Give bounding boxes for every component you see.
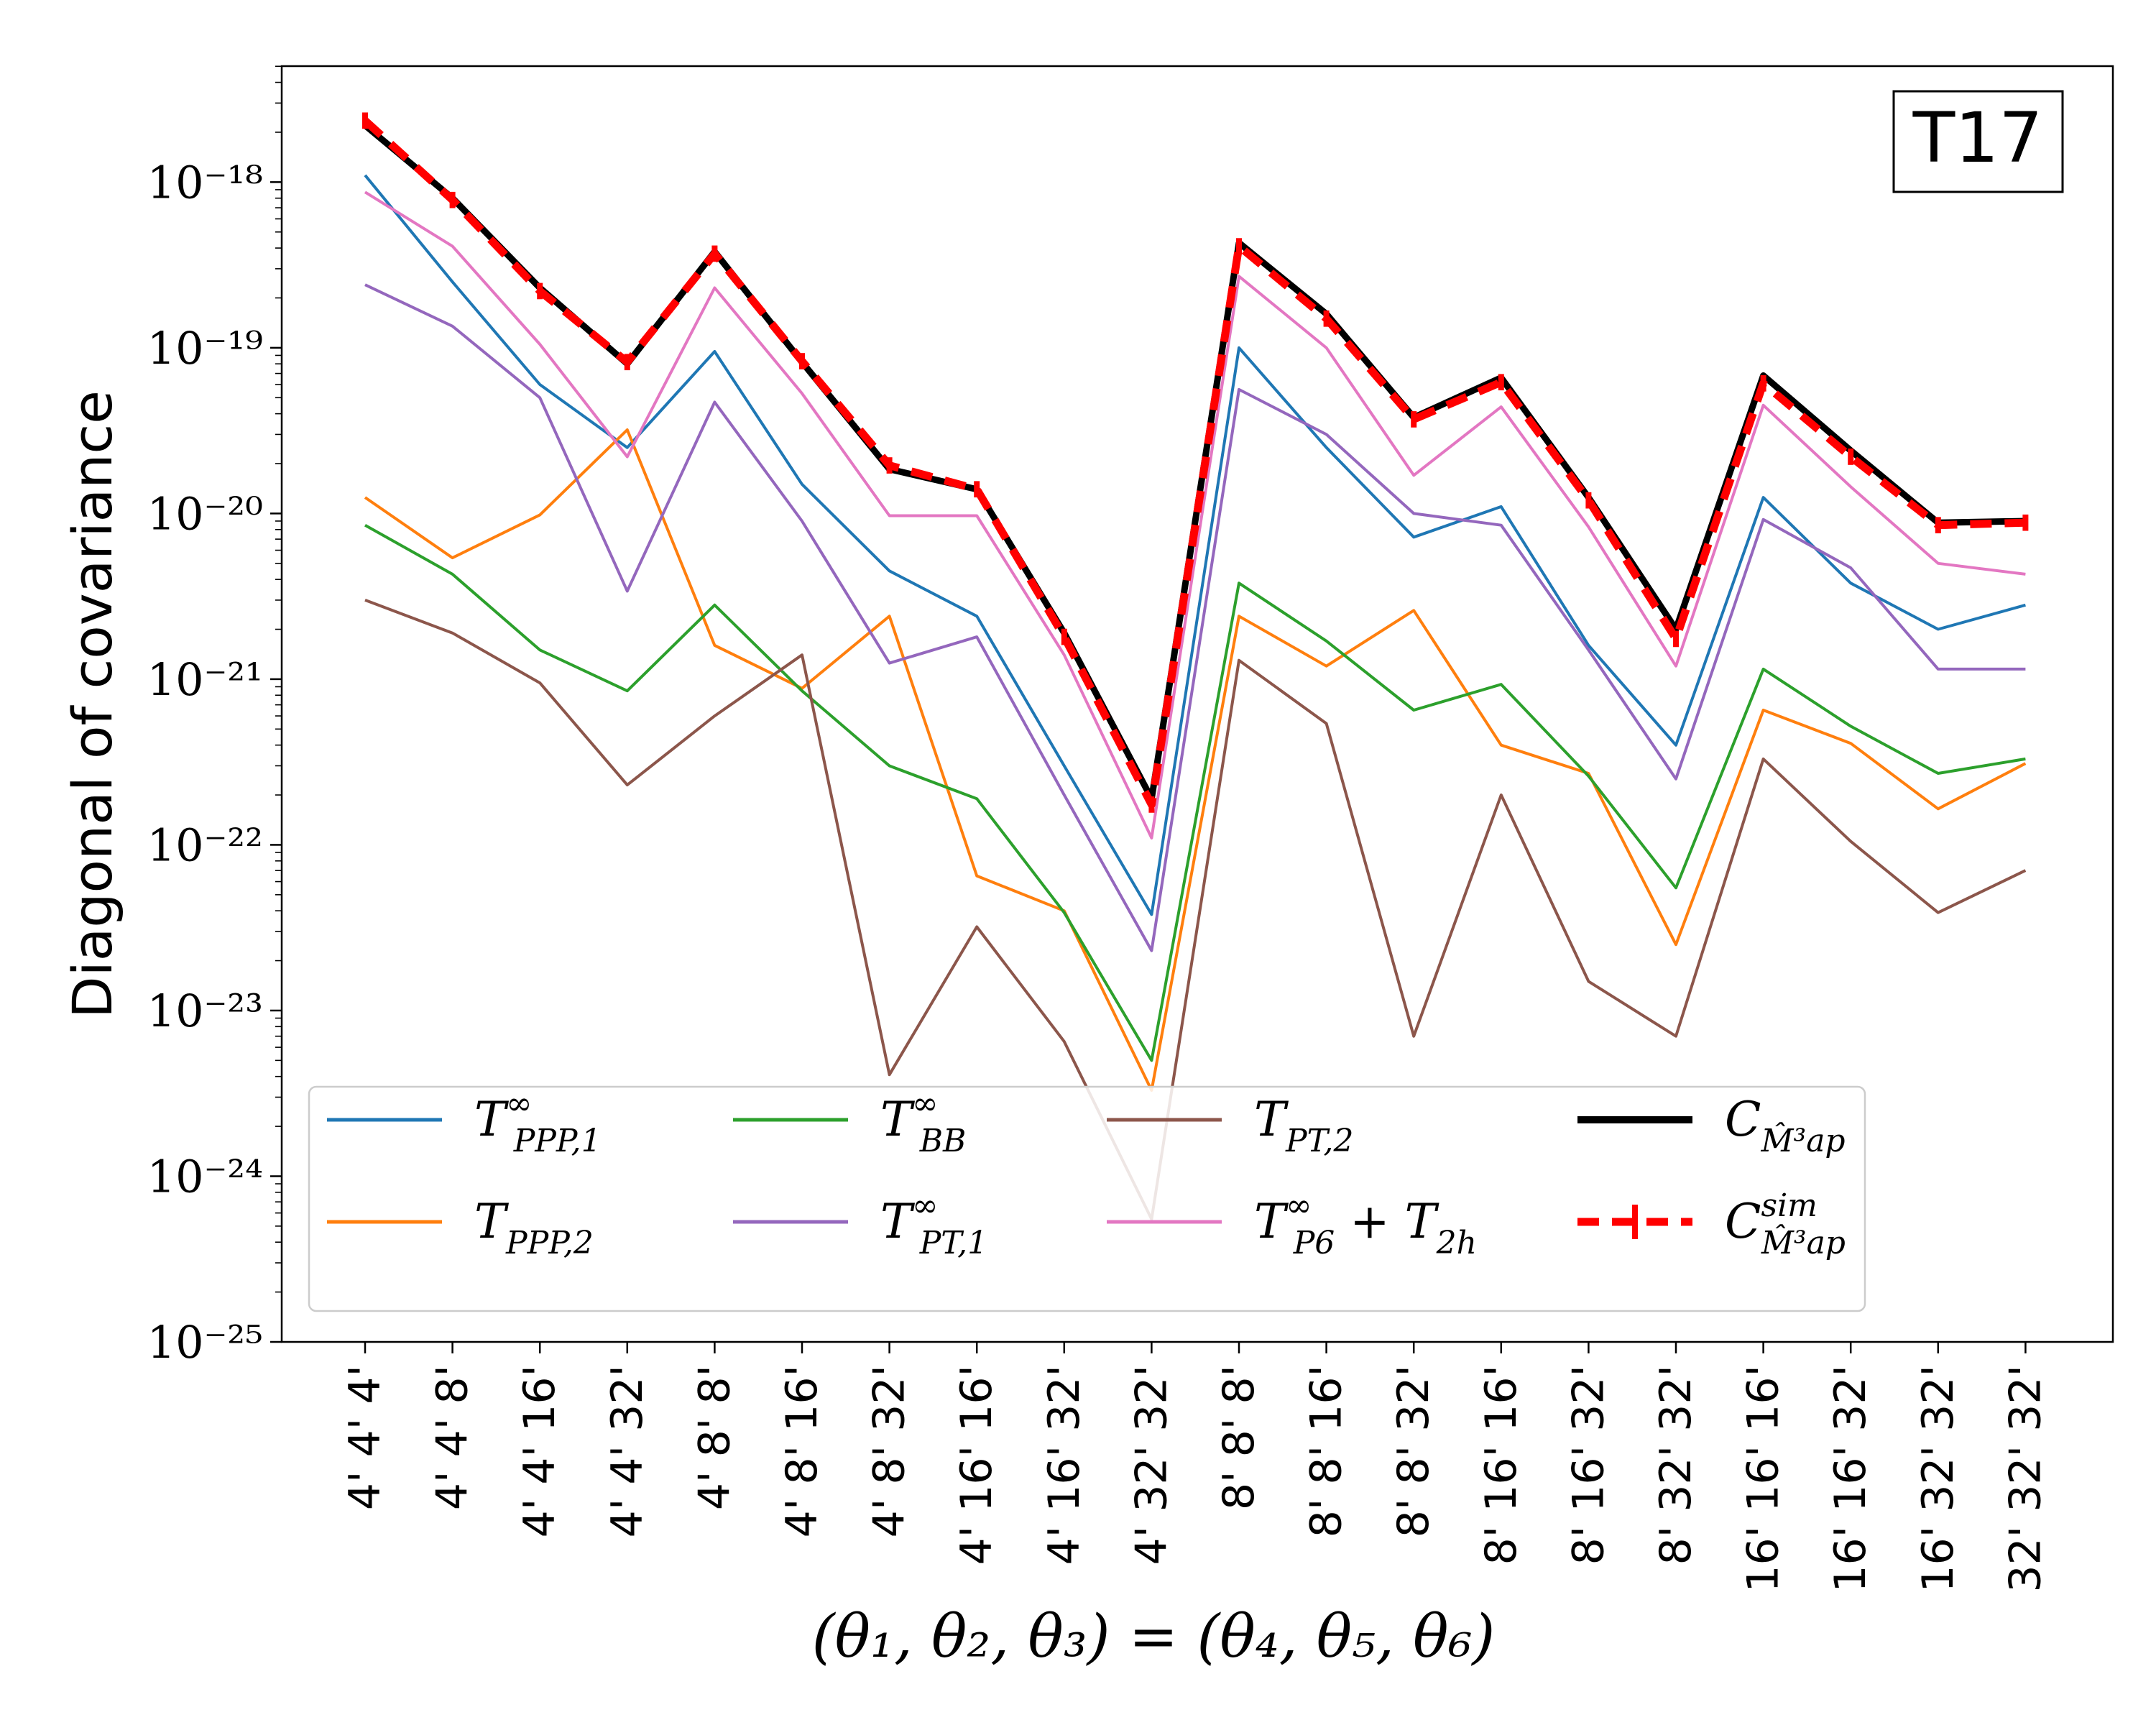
y-tick-label: 10⁻¹⁸ [147, 156, 263, 208]
series-line-tp6 [364, 190, 2026, 840]
legend-label-tpt1: T∞ PT,1 [880, 1187, 987, 1261]
series-line-csim [362, 117, 2026, 809]
x-axis-label: (θ₁, θ₂, θ₃) = (θ₄, θ₅, θ₆) [812, 1603, 1496, 1671]
x-tick-label: 8' 8' 32' [1388, 1365, 1439, 1537]
legend: T∞ PPP,1 TPPP,2 T∞ BB T∞ PT,1 TPT,2 T∞ P6 + T2h CM… [308, 1085, 1866, 1312]
x-tick-label: 4' 8' 32' [865, 1365, 915, 1537]
legend-label-tppp2: TPPP,2 [474, 1194, 594, 1261]
x-tick-label: 4' 4' 4' [340, 1365, 390, 1510]
x-tick-label: 32' 32' 32' [2000, 1365, 2050, 1593]
panel-label: T17 [1912, 98, 2043, 178]
x-tick-label: 4' 16' 32' [1039, 1365, 1089, 1565]
series-layer [362, 112, 2029, 1221]
series-line-tpt1 [364, 283, 2026, 952]
x-tick-label: 16' 16' 32' [1825, 1365, 1876, 1593]
plot-frame [280, 65, 2114, 1343]
x-tick-label: 4' 4' 16' [515, 1365, 565, 1537]
x-axis: 4' 4' 4' 4' 4' 8' 4' 4' 16' 4' 4' 32' 4' 8' … [340, 1342, 2050, 1593]
y-axis-label: Diagonal of covariance [60, 390, 124, 1018]
x-tick-label: 4' 8' 8' [689, 1365, 740, 1510]
legend-label-tpt2: TPT,2 [1254, 1092, 1354, 1159]
x-tick-label: 8' 16' 16' [1476, 1365, 1526, 1565]
x-tick-label: 4' 8' 16' [777, 1365, 827, 1537]
x-tick-label: 16' 32' 32' [1913, 1365, 1963, 1593]
legend-label-csim: Csim M̂³ap [1725, 1187, 1846, 1261]
y-tick-label: 10⁻²² [147, 819, 263, 871]
y-tick-label: 10⁻²⁵ [147, 1316, 263, 1368]
x-tick-label: 8' 8' 16' [1302, 1365, 1352, 1537]
legend-label-cmodel: CM̂³ap [1725, 1092, 1846, 1159]
legend-label-tp6: T∞ P6 + T2h [1254, 1187, 1477, 1261]
legend-label-tbb: T∞ BB [880, 1085, 966, 1159]
y-axis: 10⁻²⁵ 10⁻²⁴ 10⁻²³ 10⁻²² 10⁻²¹ 10⁻²⁰ 10⁻¹⁹ 10⁻¹⁸ [147, 65, 282, 1368]
legend-label-tppp1: T∞ PPP,1 [474, 1085, 602, 1159]
panel-label-box: T17 [1892, 90, 2064, 193]
x-tick-label: 8' 32' 32' [1651, 1365, 1701, 1565]
x-tick-label: 8' 16' 32' [1563, 1365, 1613, 1565]
x-tick-label: 8' 8' 8' [1214, 1365, 1264, 1510]
y-tick-label: 10⁻²¹ [147, 653, 263, 706]
x-tick-label: 4' 16' 16' [952, 1365, 1002, 1565]
x-tick-label: 4' 4' 8' [428, 1365, 478, 1510]
x-tick-label: 4' 4' 32' [602, 1365, 653, 1537]
y-tick-label: 10⁻²³ [147, 985, 263, 1037]
y-tick-label: 10⁻¹⁹ [147, 322, 263, 374]
legend-frame [308, 1085, 1866, 1312]
y-tick-label: 10⁻²⁴ [147, 1150, 263, 1202]
series-line-tpt2 [364, 599, 2027, 1221]
series-line-tppp2 [364, 428, 2027, 1092]
x-tick-label: 16' 16' 16' [1738, 1365, 1789, 1593]
x-tick-label: 4' 32' 32' [1126, 1365, 1176, 1565]
y-tick-label: 10⁻²⁰ [147, 487, 263, 540]
series-line-tbb [364, 523, 2026, 1062]
